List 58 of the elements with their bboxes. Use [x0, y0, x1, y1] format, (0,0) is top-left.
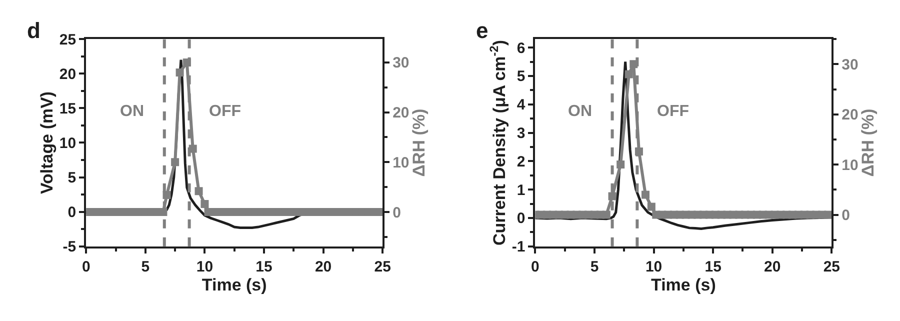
x-tick-label: 15 [704, 258, 722, 276]
y-tick-label: -5 [62, 238, 76, 256]
y2-tick-label: 0 [842, 207, 850, 224]
x-tick-label: 5 [590, 258, 599, 276]
y2-tick-label: 10 [392, 154, 410, 172]
y2-tick-label: 0 [392, 204, 401, 222]
x-tick-label: 20 [314, 258, 332, 276]
x-tick-label: 20 [764, 258, 781, 276]
y2-tick-label: 30 [842, 56, 858, 74]
point [194, 187, 203, 196]
y-axis-title: Voltage (mV) [37, 91, 56, 194]
ref-line-label: ON [120, 103, 144, 120]
x-tick-label: 25 [374, 258, 391, 276]
point [171, 158, 180, 166]
x-tick-label: 0 [531, 258, 540, 276]
y2-tick-label: 20 [842, 106, 858, 124]
y2-axis-title: ΔRH (%) [858, 108, 878, 177]
x-tick-label: 10 [196, 258, 214, 276]
y-tick-label: 3 [516, 125, 526, 142]
x-tick-label: 25 [823, 258, 840, 276]
y-tick-label: 5 [516, 68, 526, 86]
y-tick-label: 2 [516, 153, 526, 170]
y-tick-label: 0 [516, 210, 526, 228]
x-axis-title: Time (s) [651, 275, 716, 294]
point [641, 190, 650, 199]
x-tick-label: 0 [82, 258, 90, 276]
y-tick-label: -1 [512, 238, 526, 256]
y-tick-label: 0 [68, 204, 76, 222]
y-tick-label: 10 [59, 134, 76, 152]
y2-tick-label: 10 [842, 156, 858, 174]
chart-title: d [27, 18, 40, 43]
x-tick-label: 10 [645, 258, 662, 276]
y-tick-label: 25 [59, 31, 76, 48]
point [608, 192, 616, 200]
point [162, 191, 171, 200]
x-tick-label: 5 [141, 258, 150, 276]
point [200, 200, 209, 208]
y2-tick-label: 30 [392, 54, 410, 72]
point [647, 202, 656, 211]
point [176, 68, 184, 76]
y-tick-label: 20 [59, 66, 76, 83]
chart-title: e [476, 18, 488, 43]
y-tick-label: 4 [516, 96, 526, 114]
y2-tick-label: 20 [392, 104, 410, 122]
y2-axis-title: ΔRH (%) [409, 108, 428, 177]
ref-line-label: OFF [209, 103, 242, 120]
point [602, 210, 610, 219]
x-tick-label: 15 [256, 258, 272, 276]
y-tick-label: 6 [516, 40, 526, 57]
ref-line-label: ON [568, 103, 592, 120]
point [824, 210, 832, 219]
y-tick-label: 5 [68, 170, 76, 187]
ref-line-label: OFF [657, 103, 690, 120]
x-axis-title: Time (s) [202, 275, 267, 294]
y-tick-label: 15 [59, 100, 76, 118]
point [616, 160, 625, 169]
point [624, 70, 633, 78]
y-tick-label: 1 [516, 182, 526, 199]
